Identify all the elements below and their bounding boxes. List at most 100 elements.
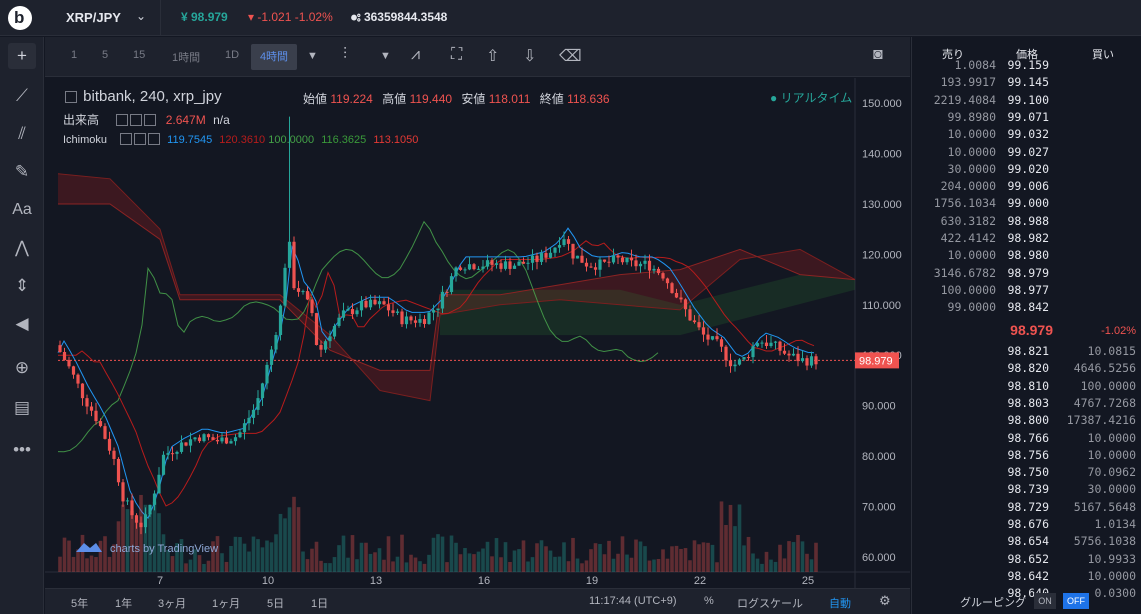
brush-icon[interactable]: ✎ [14,162,30,181]
volume-bar [386,536,391,572]
candle [409,316,413,321]
range-3m[interactable]: 3ヶ月 [158,598,187,610]
ask-row[interactable]: 10.0000 99.032 [912,127,1141,144]
eye-icon[interactable] [120,133,133,145]
text-tool-icon[interactable]: Aa [12,201,32,218]
volume-bar [593,543,598,572]
grouping-on-toggle[interactable]: ON [1034,593,1056,609]
crosshair-icon[interactable]: + [8,43,36,69]
settings-icon[interactable] [134,133,147,145]
fib-retracement-icon[interactable]: ⫽ [18,124,26,143]
ruler-icon[interactable]: ▤ [13,398,31,417]
ask-row[interactable]: 99.8980 99.071 [912,110,1141,127]
volume-bar [445,562,449,572]
trend-line-icon[interactable]: ⟋ [16,86,28,105]
interval-1m[interactable]: 1 [71,49,78,61]
bid-row[interactable]: 98.750 70.0962 [912,465,1141,482]
pair-selector[interactable]: XRP/JPY [66,10,121,25]
ask-row[interactable]: 630.3182 98.988 [912,214,1141,231]
collapse-icon[interactable] [65,91,77,103]
bid-row[interactable]: 98.676 1.0134 [912,517,1141,534]
ask-row[interactable]: 204.0000 99.006 [912,179,1141,196]
interval-1h[interactable]: 1時間 [172,52,201,64]
volume-bar [157,513,161,572]
download-icon[interactable]: ⇩ [523,48,537,65]
fullscreen-icon[interactable]: ⛶ [451,46,463,63]
ask-row[interactable]: 100.0000 98.977 [912,283,1141,300]
bid-row[interactable]: 98.739 30.0000 [912,482,1141,499]
ask-price: 99.159 [1007,58,1049,72]
bid-row[interactable]: 98.820 4646.5256 [912,361,1141,378]
interval-dropdown-icon[interactable]: ▼ [307,50,318,62]
pattern-icon[interactable]: ⋀ [15,238,29,257]
volume-bar [436,534,440,572]
close-icon[interactable] [144,114,157,126]
candle [229,441,233,444]
eye-icon[interactable] [116,114,129,126]
back-arrow-icon[interactable]: ◀ [15,314,29,333]
bid-row[interactable]: 98.640 0.0300 [912,586,1141,603]
range-1m[interactable]: 1ヶ月 [212,598,241,610]
chart-symbol-legend: bitbank, 240, xrp_jpy [65,88,222,105]
gear-icon[interactable]: ⚙ [879,593,891,608]
bid-row[interactable]: 98.803 4767.7268 [912,396,1141,413]
indicators-icon[interactable]: ⩘ [411,46,421,63]
camera-icon[interactable]: ◙ [873,46,883,63]
bid-row[interactable]: 98.642 10.0000 [912,569,1141,586]
style-dropdown-icon[interactable]: ▼ [380,50,391,62]
interval-5m[interactable]: 5 [102,49,109,61]
bid-row[interactable]: 98.654 5756.1038 [912,534,1141,551]
bid-row[interactable]: 98.756 10.0000 [912,448,1141,465]
bitbank-logo[interactable]: b [8,6,32,30]
ask-row[interactable]: 10.0000 99.027 [912,145,1141,162]
volume-bar [269,542,274,572]
chevron-down-icon[interactable]: ⌄ [136,9,147,23]
bid-row[interactable]: 98.821 10.0815 [912,344,1141,361]
zoom-icon[interactable]: ⊕ [14,358,30,377]
candle-style-icon[interactable]: ⫶ [343,46,348,63]
range-1y[interactable]: 1年 [115,598,133,610]
ask-row[interactable]: 3146.6782 98.979 [912,266,1141,283]
grouping-off-toggle[interactable]: OFF [1063,593,1089,609]
candle [283,267,287,306]
price-chart[interactable]: 150.000 140.000 130.000 120.000 110.000 100.0… [45,78,910,588]
ask-row[interactable]: 99.0000 98.842 [912,300,1141,317]
volume-bar [301,551,305,572]
ask-row[interactable]: 2219.4084 99.100 [912,93,1141,110]
range-5y[interactable]: 5年 [71,598,89,610]
ask-amount: 204.0000 [940,179,996,194]
candle [665,278,670,284]
candle [274,335,278,350]
ask-row[interactable]: 1756.1034 99.000 [912,196,1141,213]
bid-row[interactable]: 98.810 100.0000 [912,379,1141,396]
more-icon[interactable]: ••• [13,440,31,459]
eraser-icon[interactable]: ⌫ [559,48,582,65]
ichimoku-span-a: 116.3625 [321,134,367,146]
ask-row[interactable]: 193.9917 99.145 [912,75,1141,92]
auto-scale-toggle[interactable]: 自動 [829,598,851,610]
close-icon[interactable] [148,133,161,145]
candle [706,334,710,340]
interval-4h[interactable]: 4時間 [251,44,297,70]
volume-bar [431,537,436,572]
interval-1d[interactable]: 1D [225,49,240,61]
settings-icon[interactable] [130,114,143,126]
ask-row[interactable]: 30.0000 99.020 [912,162,1141,179]
interval-15m[interactable]: 15 [133,49,146,61]
bid-row[interactable]: 98.766 10.0000 [912,431,1141,448]
range-1d[interactable]: 1日 [311,598,329,610]
upload-icon[interactable]: ⇧ [486,48,500,65]
percent-toggle[interactable]: % [704,595,714,607]
ask-row[interactable]: 10.0000 98.980 [912,248,1141,265]
ask-row[interactable]: 1.0084 99.159 [912,58,1141,75]
bid-row[interactable]: 98.729 5167.5648 [912,500,1141,517]
bid-row[interactable]: 98.652 10.9933 [912,552,1141,569]
bid-row[interactable]: 98.800 17387.4216 [912,413,1141,430]
ask-row[interactable]: 422.4142 98.982 [912,231,1141,248]
ask-price: 99.020 [1007,161,1049,176]
log-scale-toggle[interactable]: ログスケール [737,598,803,610]
range-5d[interactable]: 5日 [267,598,285,610]
measure-icon[interactable]: ⇕ [14,276,30,295]
ask-amount: 10.0000 [947,127,996,142]
candle [211,437,215,440]
